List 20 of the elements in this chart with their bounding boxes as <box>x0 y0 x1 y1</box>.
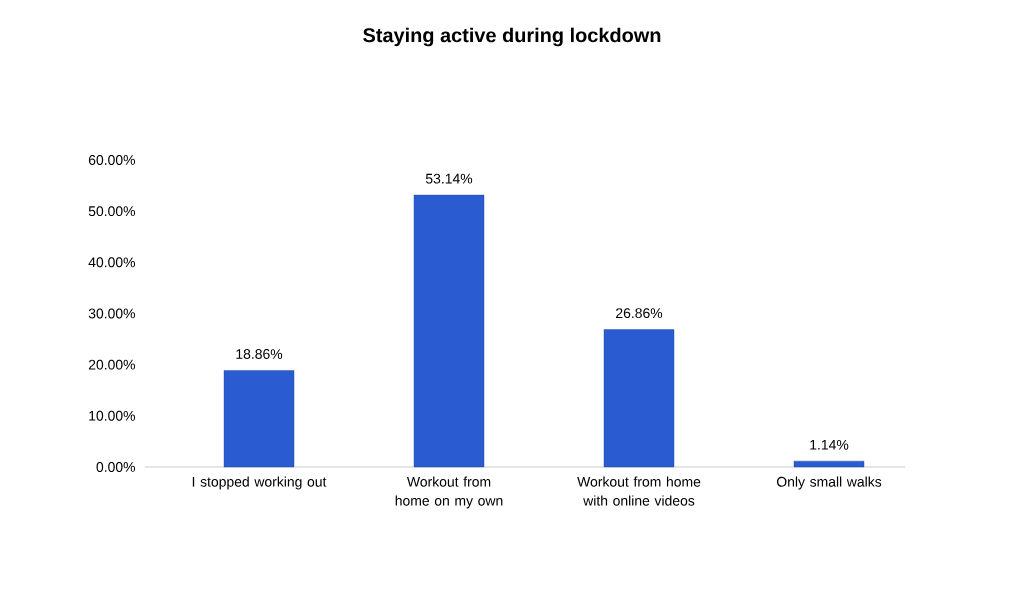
bar <box>223 370 295 468</box>
y-tick-label: 50.00% <box>88 206 136 217</box>
x-tick-label: Workout from home with online videos <box>577 476 701 506</box>
y-tick-label: 0.00% <box>96 462 136 472</box>
x-tick-label: Only small walks <box>776 476 882 490</box>
x-tick-label: Workout from home on my own <box>395 476 503 509</box>
y-tick-label: 10.00% <box>89 410 136 421</box>
bar <box>413 194 485 468</box>
x-tick-label: I stopped working out <box>192 476 327 490</box>
data-label: 53.14% <box>425 173 473 184</box>
bar <box>793 460 865 468</box>
y-tick-label: 60.00% <box>88 155 136 165</box>
bar <box>603 329 675 468</box>
y-tick-label: 20.00% <box>88 359 136 370</box>
data-label: 18.86% <box>236 349 283 359</box>
chart-title: Staying active during lockdown <box>363 27 661 47</box>
y-tick-label: 40.00% <box>88 257 136 268</box>
data-label: 1.14% <box>810 439 849 450</box>
data-label: 26.86% <box>616 308 663 319</box>
y-tick-label: 30.00% <box>88 308 136 319</box>
